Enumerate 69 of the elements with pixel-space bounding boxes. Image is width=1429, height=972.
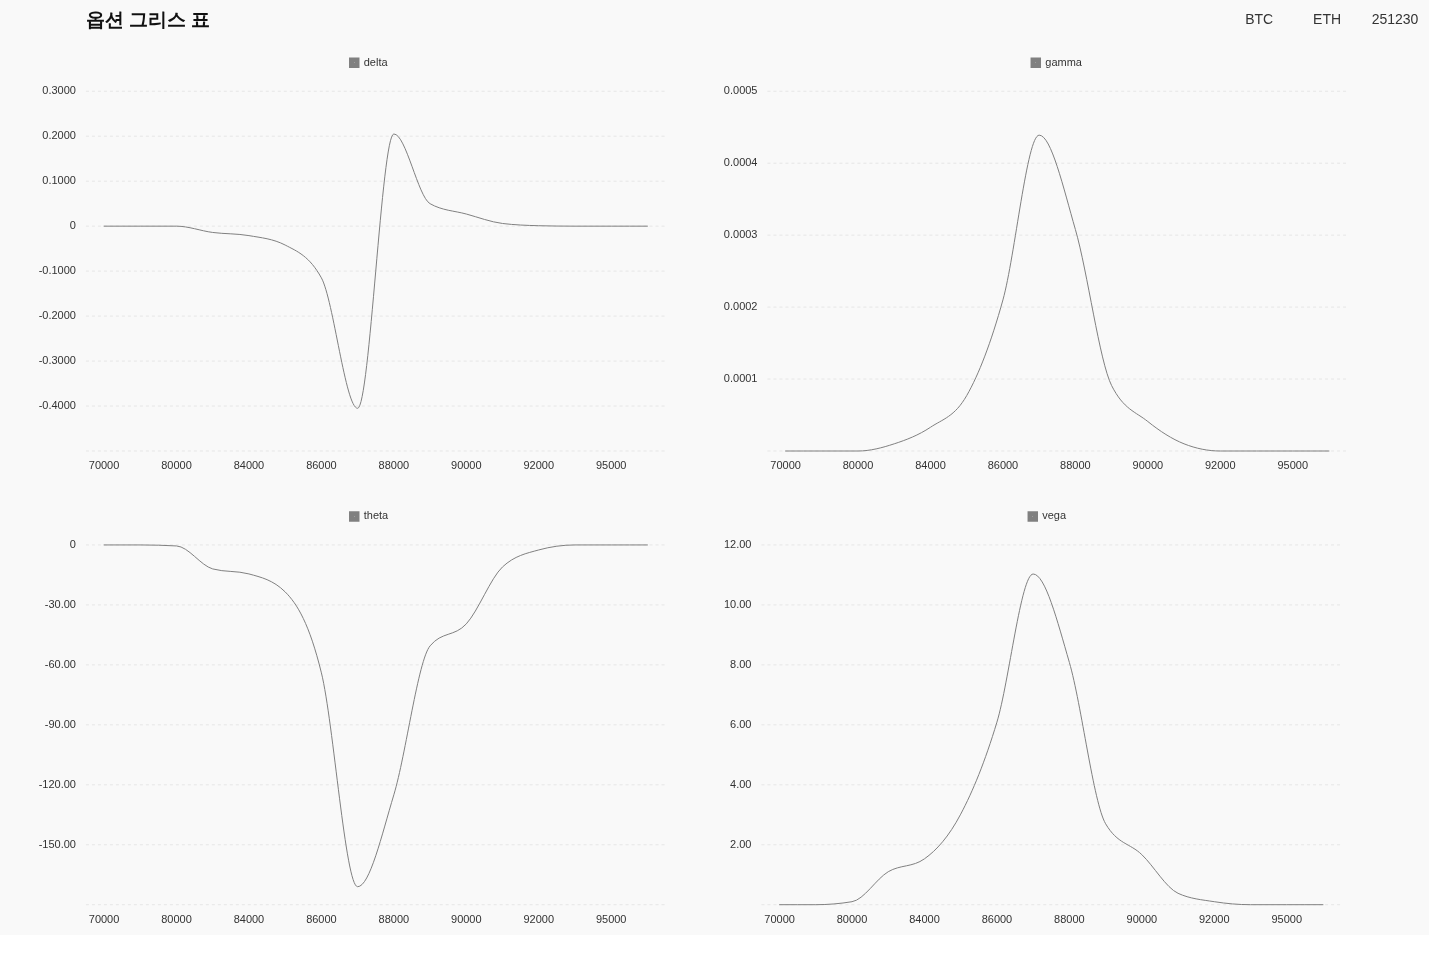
x-tick-label: 84000 <box>915 459 946 471</box>
legend-label: delta <box>363 55 389 68</box>
x-tick-label: 80000 <box>161 459 192 471</box>
legend-label: vega <box>1042 509 1067 522</box>
y-tick-label: -0.2000 <box>38 309 76 322</box>
legend-label: gamma <box>1045 55 1083 68</box>
x-tick-label: 92000 <box>523 912 555 925</box>
line-series <box>779 573 1324 906</box>
y-tick-label: 0 <box>69 537 76 550</box>
x-tick-label: 95000 <box>595 459 627 471</box>
y-tick-label: 0.0003 <box>723 228 758 241</box>
y-tick-label: -0.3000 <box>38 354 76 367</box>
y-tick-label: 0.0001 <box>723 372 758 385</box>
x-tick-label: 88000 <box>378 912 410 925</box>
y-tick-label: 6.00 <box>730 717 752 730</box>
x-tick-label: 90000 <box>451 459 482 471</box>
y-tick-label: -120.00 <box>38 777 76 790</box>
y-tick-label: 2.00 <box>730 837 752 850</box>
y-tick-label: 0.0004 <box>723 156 758 169</box>
line-series <box>785 134 1330 452</box>
x-tick-label: 80000 <box>842 459 874 471</box>
x-tick-label: 70000 <box>764 912 795 925</box>
x-tick-label: 88000 <box>378 459 410 471</box>
y-tick-label: -60.00 <box>44 657 76 670</box>
x-tick-label: 70000 <box>770 459 801 471</box>
x-tick-label: 95000 <box>595 912 627 925</box>
y-tick-label: -0.4000 <box>38 399 76 412</box>
y-tick-label: 10.00 <box>723 597 752 610</box>
x-tick-label: 80000 <box>161 912 192 925</box>
x-tick-label: 90000 <box>1132 459 1164 471</box>
y-tick-label: -0.1000 <box>38 264 76 277</box>
x-tick-label: 70000 <box>88 459 120 471</box>
x-tick-label: 90000 <box>451 912 482 925</box>
y-tick-label: -90.00 <box>44 717 76 730</box>
y-tick-label: 12.00 <box>723 537 752 550</box>
x-tick-label: 86000 <box>987 459 1019 471</box>
x-tick-label: 84000 <box>233 459 265 471</box>
text: ETH <box>1313 11 1342 28</box>
x-tick-label: 88000 <box>1060 459 1091 471</box>
text: BTC <box>1245 11 1274 28</box>
x-tick-label: 84000 <box>233 912 265 925</box>
x-tick-label: 86000 <box>306 912 337 925</box>
x-tick-label: 92000 <box>1199 912 1230 925</box>
text: 옵션 그리스 표 <box>85 9 211 31</box>
y-tick-label: -30.00 <box>44 597 76 610</box>
x-tick-label: 86000 <box>306 459 337 471</box>
y-tick-label: 0.2000 <box>42 129 76 142</box>
legend-label: theta <box>363 509 390 522</box>
y-tick-label: 0 <box>69 219 76 232</box>
y-tick-label: 4.00 <box>730 777 752 790</box>
x-tick-label: 95000 <box>1271 912 1302 925</box>
line-series <box>103 133 648 409</box>
y-tick-label: 0.0002 <box>723 300 758 313</box>
y-tick-label: 8.00 <box>730 657 752 670</box>
x-tick-label: 88000 <box>1054 912 1085 925</box>
line-series <box>103 544 648 888</box>
x-tick-label: 84000 <box>909 912 940 925</box>
y-tick-label: 0.0005 <box>723 84 758 97</box>
x-tick-label: 86000 <box>981 912 1013 925</box>
y-tick-label: 0.1000 <box>42 174 76 187</box>
y-tick-label: 0.3000 <box>42 84 76 97</box>
x-tick-label: 80000 <box>836 912 868 925</box>
x-tick-label: 70000 <box>88 912 120 925</box>
x-tick-label: 92000 <box>1205 459 1236 471</box>
text: 251230 <box>1371 11 1419 28</box>
x-tick-label: 95000 <box>1277 459 1308 471</box>
y-tick-label: -150.00 <box>38 837 76 850</box>
x-tick-label: 92000 <box>523 459 555 471</box>
x-tick-label: 90000 <box>1126 912 1158 925</box>
